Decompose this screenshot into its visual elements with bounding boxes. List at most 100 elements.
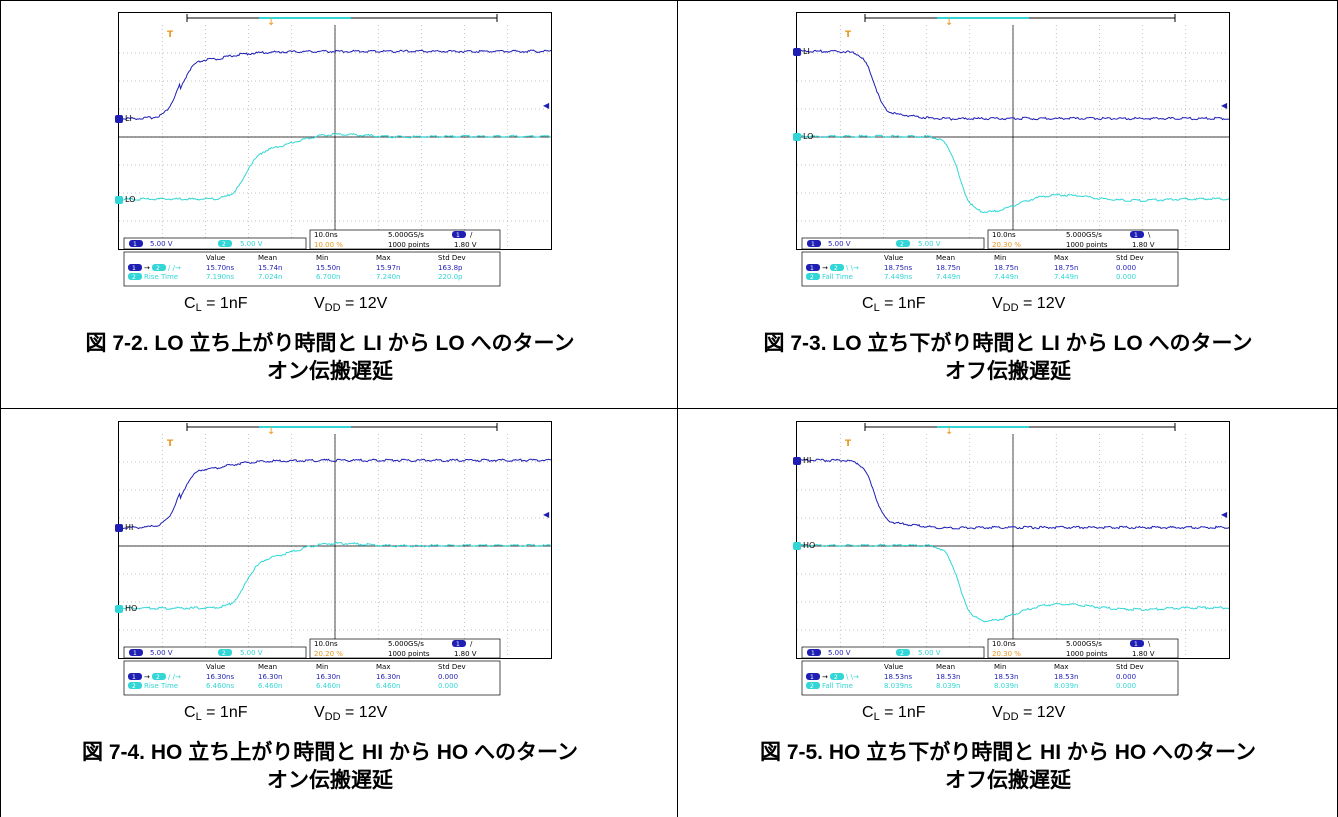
figure-caption-line1: 図 7-4. HO 立ち上がり時間と HI から HO へのターン — [82, 741, 578, 764]
svg-text:7.024n: 7.024n — [258, 273, 282, 281]
figure-caption-line1: 図 7-2. LO 立ち上がり時間と LI から LO へのターン — [85, 332, 575, 355]
svg-text:6.460n: 6.460n — [376, 682, 400, 690]
svg-text:6.460ns: 6.460ns — [206, 682, 234, 690]
svg-text:7.449ns: 7.449ns — [884, 273, 912, 281]
svg-text:→: → — [144, 264, 150, 272]
svg-text:Value: Value — [206, 254, 225, 262]
svg-text:2: 2 — [132, 274, 136, 281]
svg-text:5.000GS/s: 5.000GS/s — [1066, 640, 1102, 648]
channel1-label: LI — [125, 114, 132, 124]
trigger-marker-icon: T — [845, 439, 852, 449]
svg-text:Min: Min — [316, 663, 328, 671]
oscilloscope-screen: ↓ T ◀ LI LO — [115, 12, 552, 250]
channel2-label: HO — [803, 541, 816, 550]
svg-text:18.75n: 18.75n — [936, 264, 960, 272]
svg-text:Fall Time: Fall Time — [822, 273, 853, 281]
scope-readout-panel: 1 5.00 V 2 5.00 V10.0ns 5.000GS/s 1/20.20 % 10… — [123, 638, 501, 696]
svg-text:\ \→: \ \→ — [846, 673, 859, 681]
figure-caption-line2: オン伝搬遅延 — [267, 769, 393, 792]
svg-text:5.000GS/s: 5.000GS/s — [1066, 231, 1102, 239]
svg-text:8.039ns: 8.039ns — [884, 682, 912, 690]
oscilloscope-plot: ↓ T ◀ — [119, 14, 551, 249]
svg-text:18.53n: 18.53n — [936, 673, 960, 681]
figure-caption: 図 7-5. HO 立ち下がり時間と HI から HO へのターン オフ伝搬遅延 — [678, 739, 1338, 795]
channel2-trace — [797, 134, 1229, 214]
svg-text:7.449n: 7.449n — [994, 273, 1018, 281]
svg-text:Value: Value — [884, 663, 903, 671]
table-divider-horizontal — [0, 408, 1338, 409]
svg-text:1: 1 — [456, 641, 460, 648]
load-capacitance: CL = 1nF — [184, 704, 248, 723]
svg-text:2: 2 — [810, 683, 814, 690]
svg-text:163.8p: 163.8p — [438, 264, 463, 272]
svg-text:1000 points: 1000 points — [388, 650, 430, 658]
scope-readout-panel: 1 5.00 V 2 5.00 V 10.0ns 5.000GS/s 1 / 10.00 % 10… — [123, 229, 501, 287]
trigger-position-icon: ↓ — [945, 426, 953, 437]
svg-text:Max: Max — [1054, 663, 1068, 671]
svg-text:Max: Max — [376, 663, 390, 671]
channel1-label: HI — [125, 523, 134, 533]
svg-text:Rise Time: Rise Time — [144, 273, 178, 281]
svg-text:1000 points: 1000 points — [388, 241, 430, 249]
channel1-trace — [119, 49, 551, 121]
scope-readout-panel: 1 5.00 V 2 5.00 V10.0ns 5.000GS/s 1 \20.30 % 10… — [801, 229, 1179, 287]
channel2-trace — [119, 132, 551, 201]
channel1-trace — [119, 458, 551, 530]
svg-text:Std Dev: Std Dev — [1116, 254, 1144, 262]
svg-text:Min: Min — [994, 254, 1006, 262]
svg-text:5.000GS/s: 5.000GS/s — [388, 640, 424, 648]
svg-text:5.00 V: 5.00 V — [828, 649, 851, 657]
svg-text:2: 2 — [834, 265, 838, 272]
svg-text:2: 2 — [132, 683, 136, 690]
supply-voltage: VDD = 12V — [314, 295, 388, 314]
oscilloscope-screen: ↓ T ◀ HI HO — [793, 421, 1230, 659]
svg-text:5.00 V: 5.00 V — [150, 649, 173, 657]
svg-text:/: / — [470, 231, 473, 239]
svg-text:20.20 %: 20.20 % — [314, 650, 343, 658]
oscilloscope-screen: ↓ T ◀ LI LO — [793, 12, 1230, 250]
svg-text:1: 1 — [456, 232, 460, 239]
svg-text:\: \ — [1148, 640, 1151, 648]
svg-text:/: / — [470, 640, 473, 648]
load-capacitance: CL = 1nF — [184, 295, 248, 314]
svg-text:0.000: 0.000 — [1116, 264, 1136, 272]
svg-text:8.039n: 8.039n — [1054, 682, 1078, 690]
svg-text:1: 1 — [810, 265, 814, 272]
svg-text:2: 2 — [810, 274, 814, 281]
svg-text:1.80 V: 1.80 V — [454, 650, 477, 658]
trigger-level-icon: ◀ — [1221, 101, 1228, 110]
supply-voltage: VDD = 12V — [992, 704, 1066, 723]
load-capacitance: CL = 1nF — [862, 295, 926, 314]
svg-text:Rise Time: Rise Time — [144, 682, 178, 690]
svg-text:18.75ns: 18.75ns — [884, 264, 912, 272]
svg-text:7.449n: 7.449n — [936, 273, 960, 281]
trigger-marker-icon: T — [167, 30, 174, 40]
oscilloscope-plot: ↓ T ◀ — [797, 423, 1229, 658]
channel2-label: LO — [125, 194, 136, 204]
svg-text:\: \ — [1148, 231, 1151, 239]
svg-text:1: 1 — [1134, 232, 1138, 239]
svg-text:Mean: Mean — [936, 663, 955, 671]
svg-text:6.700n: 6.700n — [316, 273, 340, 281]
trigger-level-icon: ◀ — [1221, 510, 1228, 519]
svg-text:20.30 %: 20.30 % — [992, 241, 1021, 249]
trigger-level-icon: ◀ — [543, 510, 550, 519]
svg-text:2: 2 — [834, 674, 838, 681]
svg-text:1000 points: 1000 points — [1066, 650, 1108, 658]
svg-text:0.000: 0.000 — [1116, 682, 1136, 690]
figure-caption-line1: 図 7-5. HO 立ち下がり時間と HI から HO へのターン — [760, 741, 1256, 764]
svg-text:2: 2 — [222, 241, 226, 248]
channel2-marker-icon — [793, 542, 801, 550]
svg-text:1: 1 — [132, 265, 136, 272]
figure-cell: ↓ T ◀ LI LO CL = 1nF VDD = 12V 図 7-2. LO 立… — [0, 0, 660, 408]
svg-text:15.50n: 15.50n — [316, 264, 340, 272]
svg-text:→: → — [822, 673, 828, 681]
trigger-position-icon: ↓ — [267, 426, 275, 437]
channel1-marker-icon — [793, 456, 801, 465]
svg-text:16.30n: 16.30n — [376, 673, 400, 681]
svg-text:16.30ns: 16.30ns — [206, 673, 234, 681]
channel1-marker-icon — [115, 115, 123, 124]
svg-text:→: → — [144, 673, 150, 681]
oscilloscope-plot: ↓ T ◀ — [797, 14, 1229, 249]
svg-text:1.80 V: 1.80 V — [1132, 650, 1155, 658]
